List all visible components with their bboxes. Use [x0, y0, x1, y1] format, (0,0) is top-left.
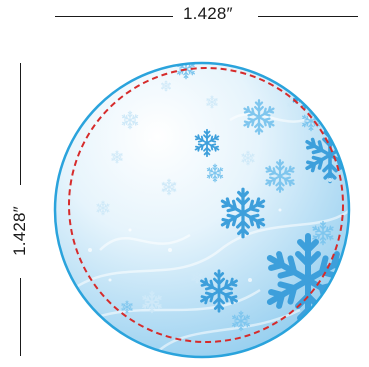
- height-dimension-line-top: [20, 63, 21, 185]
- safe-area-circle: [68, 67, 344, 343]
- width-dimension-line-right: [258, 16, 358, 17]
- cut-line-circle: [53, 61, 351, 359]
- height-dimension-line-bottom: [20, 278, 21, 356]
- width-dimension-line-left: [55, 16, 173, 17]
- width-dimension-label: 1.428″: [183, 4, 233, 23]
- snow-dots: [88, 138, 332, 282]
- sticker-background: [55, 63, 349, 357]
